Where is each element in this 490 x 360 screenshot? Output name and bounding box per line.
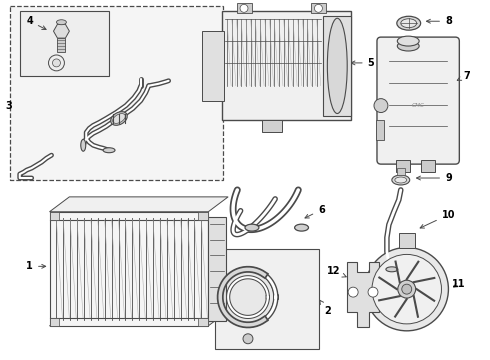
Ellipse shape xyxy=(103,148,115,153)
Ellipse shape xyxy=(111,112,127,125)
Text: GMC: GMC xyxy=(412,103,425,108)
FancyBboxPatch shape xyxy=(377,37,459,164)
Text: 10: 10 xyxy=(420,210,455,228)
Bar xyxy=(323,16,351,116)
Circle shape xyxy=(402,284,412,294)
Bar xyxy=(215,249,319,349)
Bar xyxy=(396,160,410,172)
Text: 1: 1 xyxy=(26,261,46,271)
Text: 4: 4 xyxy=(26,16,46,30)
Bar xyxy=(198,212,208,220)
Text: 11: 11 xyxy=(452,279,465,289)
Text: 5: 5 xyxy=(351,58,374,68)
Text: 6: 6 xyxy=(305,205,325,218)
Ellipse shape xyxy=(56,20,66,25)
Ellipse shape xyxy=(386,267,398,272)
Text: 9: 9 xyxy=(416,173,452,183)
Circle shape xyxy=(372,255,441,324)
Bar xyxy=(49,212,208,326)
Bar xyxy=(202,31,224,100)
Text: 3: 3 xyxy=(6,100,13,111)
Bar xyxy=(49,212,59,220)
Bar xyxy=(222,11,351,121)
Polygon shape xyxy=(49,197,228,212)
Ellipse shape xyxy=(294,224,309,231)
Text: 12: 12 xyxy=(326,266,346,277)
Polygon shape xyxy=(49,311,228,326)
Circle shape xyxy=(223,272,273,322)
Circle shape xyxy=(315,4,322,12)
Ellipse shape xyxy=(113,114,125,123)
Ellipse shape xyxy=(245,224,259,231)
Polygon shape xyxy=(53,24,70,38)
Circle shape xyxy=(348,287,358,297)
Circle shape xyxy=(240,4,248,12)
Bar xyxy=(57,38,65,52)
Bar xyxy=(237,3,252,13)
Bar xyxy=(208,217,226,321)
Ellipse shape xyxy=(397,16,420,30)
Text: 2: 2 xyxy=(319,300,331,316)
Bar xyxy=(262,121,282,132)
Ellipse shape xyxy=(81,139,86,151)
Ellipse shape xyxy=(397,41,419,51)
Ellipse shape xyxy=(401,19,416,28)
Bar xyxy=(376,121,384,140)
Polygon shape xyxy=(347,262,379,327)
Text: 8: 8 xyxy=(426,16,452,26)
Ellipse shape xyxy=(327,18,347,113)
Ellipse shape xyxy=(392,175,410,185)
Circle shape xyxy=(365,247,448,331)
Bar xyxy=(10,6,223,180)
Bar xyxy=(420,160,435,172)
Bar xyxy=(312,3,326,13)
Circle shape xyxy=(398,280,416,298)
Ellipse shape xyxy=(397,36,419,46)
Circle shape xyxy=(52,59,60,67)
Bar xyxy=(399,233,415,248)
Ellipse shape xyxy=(395,177,407,183)
Circle shape xyxy=(243,334,253,344)
Bar xyxy=(198,318,208,326)
Circle shape xyxy=(368,287,378,297)
Bar xyxy=(20,11,109,76)
Text: 7: 7 xyxy=(457,71,469,81)
Bar xyxy=(397,168,405,175)
Circle shape xyxy=(374,99,388,113)
Bar xyxy=(49,318,59,326)
